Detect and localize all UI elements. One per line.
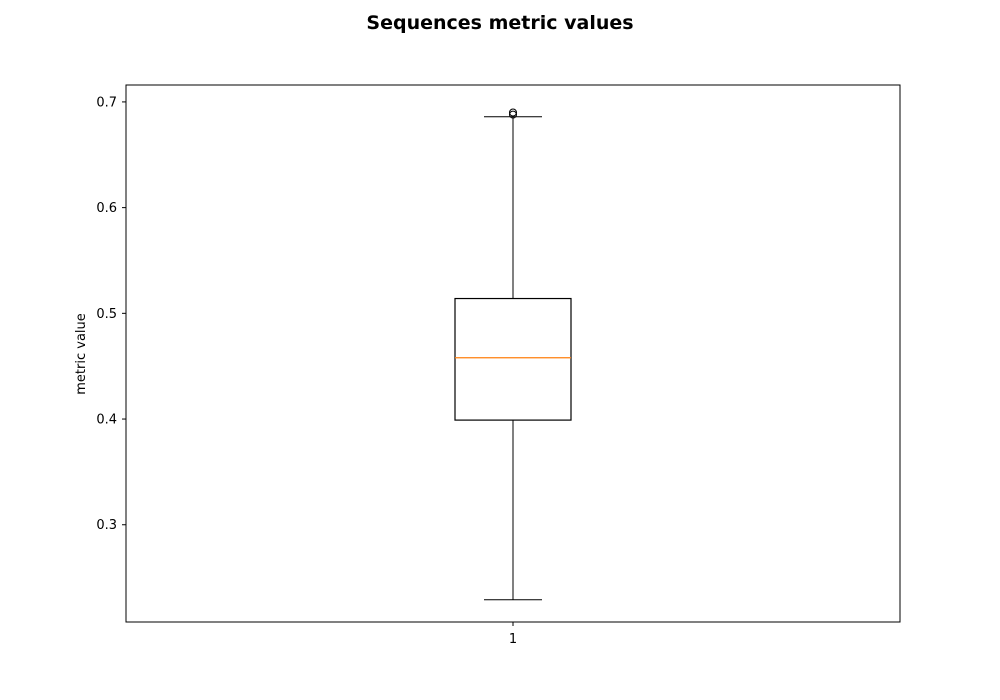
y-axis-label: metric value — [74, 313, 89, 395]
y-tick-label: 0.3 — [96, 518, 117, 533]
box-iqr — [454, 297, 572, 421]
chart-title: Sequences metric values — [366, 12, 633, 34]
y-tick-label: 0.4 — [96, 413, 117, 428]
plot-area: 0.3 0.4 0.5 0.6 0.7 1 — [96, 84, 901, 647]
outlier-point — [509, 108, 517, 117]
y-tick-label: 0.6 — [96, 201, 117, 216]
x-tick-label: 1 — [509, 632, 517, 647]
y-tick-label: 0.7 — [96, 95, 117, 110]
y-tick-label: 0.5 — [96, 307, 117, 322]
outlier-point — [509, 110, 517, 119]
